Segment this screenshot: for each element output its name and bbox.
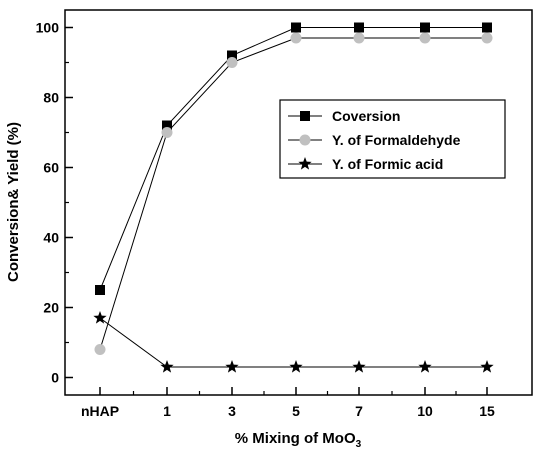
- data-point: [160, 360, 174, 373]
- x-axis: nHAP 1 3 5 7 10 15: [81, 387, 495, 419]
- plot-frame: [64, 9, 533, 396]
- y-axis: 0 20 40 60 80 100: [36, 20, 73, 386]
- x-axis-title: % Mixing of MoO3: [235, 430, 362, 450]
- data-point: [161, 127, 173, 138]
- legend-label: Y. of Formic acid: [332, 156, 443, 172]
- y-axis-title: Conversion& Yield (%): [5, 122, 22, 282]
- legend-marker: [300, 111, 310, 121]
- data-point: [289, 360, 303, 373]
- legend-box: [279, 99, 506, 179]
- series-3: [93, 311, 494, 373]
- x-axis-title-main: % Mixing of MoO: [235, 430, 356, 447]
- data-point: [420, 22, 430, 33]
- x-tick-label: 5: [292, 403, 300, 419]
- legend-marker: [299, 134, 311, 146]
- series-layer: [93, 22, 494, 373]
- data-point: [482, 22, 492, 33]
- data-point: [419, 32, 431, 44]
- data-point: [480, 360, 494, 373]
- data-point: [227, 50, 237, 61]
- data-point: [353, 32, 365, 44]
- y-tick-label: 100: [36, 20, 60, 36]
- data-point: [93, 311, 107, 324]
- data-point: [94, 344, 106, 355]
- x-tick-label: 1: [163, 403, 171, 419]
- data-point: [226, 57, 238, 68]
- data-point: [352, 360, 366, 373]
- plot-area-border: [64, 9, 533, 396]
- data-point: [290, 32, 302, 44]
- data-point: [418, 360, 432, 373]
- legend: Coversion Y. of Formaldehyde Y. of Formic …: [279, 99, 506, 179]
- legend-label: Y. of Formaldehyde: [332, 132, 461, 148]
- data-point: [95, 285, 105, 295]
- data-point: [225, 360, 239, 373]
- y-tick-label: 60: [43, 160, 59, 176]
- y-tick-label: 20: [43, 300, 59, 316]
- legend-label: Coversion: [332, 108, 400, 124]
- series-1: [95, 22, 492, 295]
- y-tick-label: 40: [43, 230, 59, 246]
- series-2: [94, 32, 493, 355]
- series-line: [99, 317, 487, 368]
- series-line: [99, 37, 487, 350]
- data-point: [481, 32, 493, 44]
- x-axis-title-subscript: 3: [356, 439, 362, 450]
- y-tick-label: 0: [51, 370, 59, 386]
- x-tick-label: nHAP: [81, 403, 119, 419]
- data-point: [291, 22, 301, 33]
- data-point: [162, 120, 172, 131]
- x-tick-label: 10: [417, 403, 433, 419]
- y-tick-label: 80: [43, 90, 59, 106]
- legend-marker: [298, 157, 312, 170]
- x-tick-label: 7: [355, 403, 363, 419]
- x-tick-label: 3: [228, 403, 236, 419]
- x-tick-label: 15: [479, 403, 495, 419]
- data-point: [354, 22, 364, 33]
